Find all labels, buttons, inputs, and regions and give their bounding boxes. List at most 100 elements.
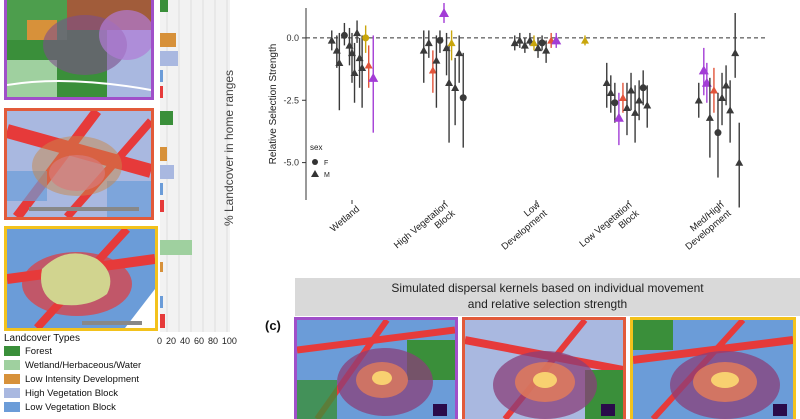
landcover-legend: Landcover Types Forest Wetland/Herbaceou…	[4, 333, 194, 414]
point-marker-male	[428, 66, 437, 74]
point-marker-male	[525, 36, 534, 44]
bar-medhigh-1	[160, 86, 163, 98]
y-axis-label: Relative Selection Strength	[268, 44, 279, 165]
point-marker-male	[735, 158, 744, 166]
point-marker-male	[643, 101, 652, 109]
chart-axes	[302, 8, 766, 204]
map-panel-yellow	[4, 226, 158, 331]
point-marker-female	[611, 99, 619, 107]
legend-item-low-dev: Low Intensity Development	[4, 372, 194, 386]
point-marker-male	[447, 38, 456, 47]
bar-forest-2	[160, 111, 173, 125]
point-marker-male	[580, 36, 589, 44]
legend-label: Low Intensity Development	[25, 373, 140, 385]
legend-item-high-veg: High Vegetation Block	[4, 386, 194, 400]
point-marker-female	[714, 129, 722, 137]
sex-legend-symbol-f	[312, 159, 318, 165]
home-range-shape	[41, 253, 111, 306]
point-marker-male	[419, 46, 428, 54]
point-marker-male	[551, 35, 562, 45]
legend-label: Forest	[25, 345, 52, 357]
legend-label: High Vegetation Block	[25, 387, 118, 399]
left-axis-label-text: % Landcover in home ranges	[222, 69, 236, 227]
swatch-wetland	[4, 360, 20, 370]
point-marker-male	[424, 38, 433, 47]
bar-wetland-3	[160, 240, 192, 255]
landcover-bars	[160, 0, 230, 332]
map-panel-purple	[4, 0, 154, 100]
point-marker-male	[606, 88, 615, 96]
point-marker-female	[459, 94, 467, 102]
legend-title: Landcover Types	[4, 333, 80, 344]
point-marker-female	[362, 34, 370, 42]
point-marker-male	[718, 93, 727, 101]
legend-item-low-veg: Low Vegetation Block	[4, 400, 194, 414]
point-marker-male	[542, 46, 551, 54]
banner-line-2: and relative selection strength	[467, 297, 628, 311]
y-tick-label: -5.0	[283, 158, 299, 168]
bar-highveg-1	[160, 51, 178, 66]
kernel-scale	[601, 404, 615, 416]
point-marker-male	[694, 96, 703, 104]
sex-legend-label-f: F	[324, 160, 328, 167]
sex-legend-label-m: M	[324, 172, 330, 179]
point-marker-male	[635, 96, 644, 104]
point-marker-male	[358, 63, 367, 72]
point-marker-male	[602, 78, 611, 87]
tick-100: 100	[221, 336, 237, 346]
legend-item-forest: Forest	[4, 344, 194, 358]
bar-medhigh-3	[160, 314, 165, 328]
bar-lowdev-2	[160, 147, 167, 161]
point-marker-female	[538, 39, 546, 47]
point-marker-male	[726, 106, 735, 114]
point-marker-male	[439, 7, 449, 17]
point-marker-female	[436, 36, 444, 44]
tick-40: 40	[179, 336, 190, 346]
kernel-red-svg	[465, 320, 623, 419]
bar-lowdev-3	[160, 262, 163, 272]
swatch-low-dev	[4, 374, 20, 384]
point-marker-male	[534, 43, 543, 52]
point-marker-male	[335, 58, 344, 67]
legend-item-wetland: Wetland/Herbaceous/Water	[4, 358, 194, 372]
swatch-forest	[4, 346, 20, 356]
left-axis-label: % Landcover in home ranges	[222, 58, 238, 238]
point-marker-male	[515, 36, 524, 44]
point-marker-male	[627, 86, 636, 94]
point-marker-male	[731, 48, 740, 57]
tick-80: 80	[207, 336, 218, 346]
point-marker-male	[709, 86, 718, 94]
rss-chart: 0.0 -2.5 -5.0 Relative Selection Strength We…	[268, 3, 766, 253]
point-marker-female	[639, 84, 647, 92]
point-marker-female	[340, 31, 348, 39]
sex-legend-symbol-m	[311, 170, 319, 177]
point-marker-male	[368, 72, 379, 82]
x-tick-label-group: Wetland	[328, 204, 362, 235]
bar-lowveg-1	[160, 70, 163, 82]
point-marker-male	[445, 78, 454, 87]
chart-marks	[311, 3, 744, 208]
point-marker-male	[618, 93, 627, 101]
bar-axis-ticks: 0 20 40 60 80 100	[157, 336, 237, 346]
panel-label-c: (c)	[265, 318, 281, 333]
point-marker-male	[432, 56, 441, 64]
tick-60: 60	[193, 336, 204, 346]
swatch-high-veg	[4, 388, 20, 398]
point-marker-male	[520, 41, 529, 49]
bar-highveg-2	[160, 165, 174, 179]
tick-20: 20	[165, 336, 176, 346]
bar-lowdev-1	[160, 33, 176, 47]
banner-line-1: Simulated dispersal kernels based on ind…	[391, 281, 704, 295]
x-tick-label: Wetland	[328, 204, 362, 235]
bar-medhigh-2	[160, 200, 164, 212]
kernel-scale	[773, 404, 787, 416]
y-tick-label: 0.0	[286, 33, 299, 43]
kernel-yellow-svg	[633, 320, 793, 419]
legend-label: Wetland/Herbaceous/Water	[25, 359, 142, 371]
point-marker-male	[705, 113, 714, 121]
kernel-banner: Simulated dispersal kernels based on ind…	[295, 278, 800, 316]
scale-bar	[29, 207, 139, 211]
point-marker-male	[510, 38, 519, 47]
scale-bar	[82, 321, 142, 325]
